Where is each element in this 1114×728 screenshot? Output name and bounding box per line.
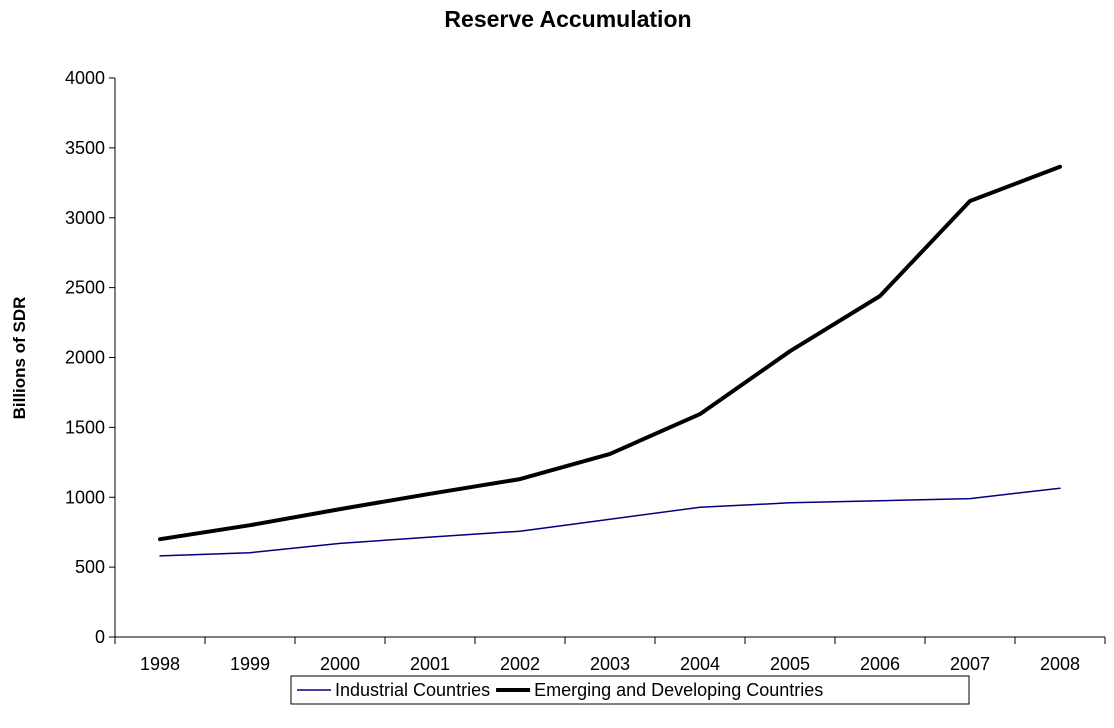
y-tick-label: 2500: [65, 278, 105, 298]
y-tick-label: 500: [75, 557, 105, 577]
legend-label: Industrial Countries: [335, 680, 490, 700]
y-tick-label: 3000: [65, 208, 105, 228]
axes: [109, 77, 1106, 644]
legend: Industrial Countries Emerging and Develop…: [290, 675, 970, 705]
y-tick-label: 1000: [65, 487, 105, 507]
legend-box: [290, 675, 970, 705]
x-tick-label: 2005: [770, 654, 810, 674]
x-tick-label: 2004: [680, 654, 720, 674]
x-tick-label: 2002: [500, 654, 540, 674]
x-tick-label: 2008: [1040, 654, 1080, 674]
x-tick-label: 1998: [140, 654, 180, 674]
x-tick-label: 1999: [230, 654, 270, 674]
y-tick-label: 2000: [65, 348, 105, 368]
y-tick-label: 4000: [65, 68, 105, 88]
y-axis-label: Billions of SDR: [10, 297, 29, 420]
x-tick-label: 2000: [320, 654, 360, 674]
series-layer: [158, 164, 1062, 557]
tick-labels: 0 500 1000 1500 2000 2500 3000 3500 4000 1998 1999…: [65, 68, 1080, 674]
series-line-emerging-developing-countries: [158, 164, 1062, 542]
x-tick-label: 2006: [860, 654, 900, 674]
x-tick-label: 2001: [410, 654, 450, 674]
x-tick-label: 2007: [950, 654, 990, 674]
x-tick-label: 2003: [590, 654, 630, 674]
legend-label: Emerging and Developing Countries: [534, 680, 823, 700]
y-tick-label: 1500: [65, 417, 105, 437]
chart-title: Reserve Accumulation: [444, 6, 691, 32]
series-line-industrial-countries: [159, 487, 1061, 557]
y-tick-label: 3500: [65, 138, 105, 158]
y-tick-label: 0: [95, 627, 105, 647]
